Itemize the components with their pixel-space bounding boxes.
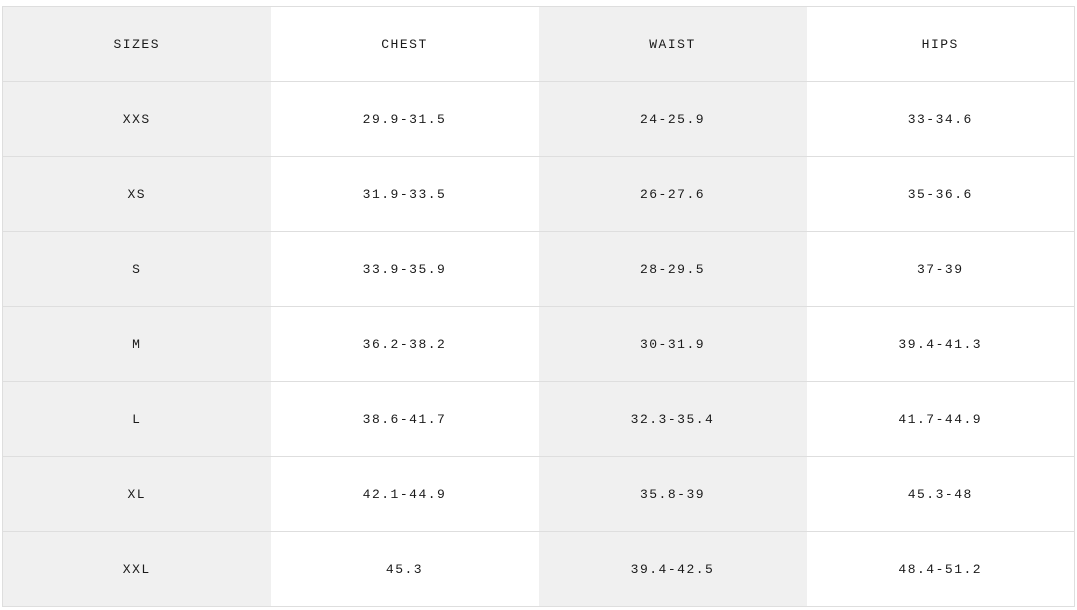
measurement-cell: 29.9-31.5 bbox=[270, 81, 539, 157]
size-cell: XS bbox=[2, 156, 271, 232]
measurement-cell: 28-29.5 bbox=[538, 231, 807, 307]
measurement-cell: 38.6-41.7 bbox=[270, 381, 539, 457]
measurement-cell: 39.4-42.5 bbox=[538, 531, 807, 607]
size-cell: M bbox=[2, 306, 271, 382]
measurement-cell: 24-25.9 bbox=[538, 81, 807, 157]
measurement-cell: 33.9-35.9 bbox=[270, 231, 539, 307]
header-row: SIZES CHEST WAIST HIPS bbox=[2, 6, 1075, 82]
column-header-waist: WAIST bbox=[538, 6, 807, 82]
column-header-sizes: SIZES bbox=[2, 6, 271, 82]
size-cell: XXS bbox=[2, 81, 271, 157]
table-row: S 33.9-35.9 28-29.5 37-39 bbox=[2, 231, 1075, 307]
size-chart-table: SIZES CHEST WAIST HIPS XXS 29.9-31.5 24-25.9 3… bbox=[2, 6, 1075, 607]
column-header-hips: HIPS bbox=[806, 6, 1075, 82]
table-row: XXL 45.3 39.4-42.5 48.4-51.2 bbox=[2, 531, 1075, 607]
measurement-cell: 45.3-48 bbox=[806, 456, 1075, 532]
measurement-cell: 32.3-35.4 bbox=[538, 381, 807, 457]
size-cell: XL bbox=[2, 456, 271, 532]
size-cell: L bbox=[2, 381, 271, 457]
table-row: L 38.6-41.7 32.3-35.4 41.7-44.9 bbox=[2, 381, 1075, 457]
table-row: M 36.2-38.2 30-31.9 39.4-41.3 bbox=[2, 306, 1075, 382]
table-row: XXS 29.9-31.5 24-25.9 33-34.6 bbox=[2, 81, 1075, 157]
measurement-cell: 26-27.6 bbox=[538, 156, 807, 232]
measurement-cell: 30-31.9 bbox=[538, 306, 807, 382]
measurement-cell: 42.1-44.9 bbox=[270, 456, 539, 532]
measurement-cell: 45.3 bbox=[270, 531, 539, 607]
measurement-cell: 36.2-38.2 bbox=[270, 306, 539, 382]
measurement-cell: 31.9-33.5 bbox=[270, 156, 539, 232]
table-row: XL 42.1-44.9 35.8-39 45.3-48 bbox=[2, 456, 1075, 532]
column-header-chest: CHEST bbox=[270, 6, 539, 82]
measurement-cell: 37-39 bbox=[806, 231, 1075, 307]
measurement-cell: 39.4-41.3 bbox=[806, 306, 1075, 382]
table-row: XS 31.9-33.5 26-27.6 35-36.6 bbox=[2, 156, 1075, 232]
measurement-cell: 33-34.6 bbox=[806, 81, 1075, 157]
measurement-cell: 35-36.6 bbox=[806, 156, 1075, 232]
measurement-cell: 41.7-44.9 bbox=[806, 381, 1075, 457]
size-cell: S bbox=[2, 231, 271, 307]
size-cell: XXL bbox=[2, 531, 271, 607]
table-body: XXS 29.9-31.5 24-25.9 33-34.6 XS 31.9-33.5 26-… bbox=[2, 81, 1075, 607]
measurement-cell: 35.8-39 bbox=[538, 456, 807, 532]
measurement-cell: 48.4-51.2 bbox=[806, 531, 1075, 607]
